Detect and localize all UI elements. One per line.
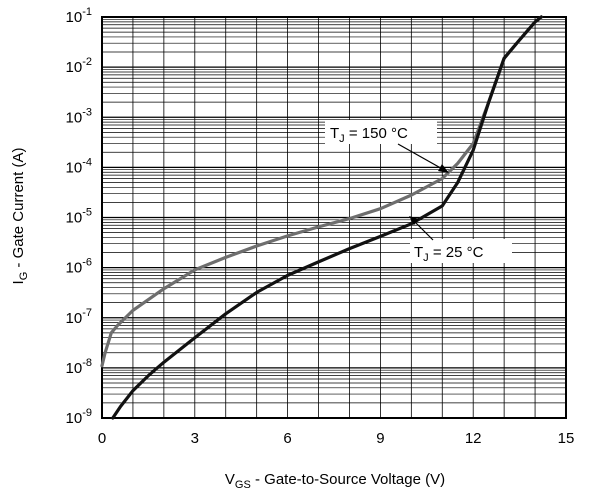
y-tick-label: 10-2 [66, 56, 92, 76]
x-tick-label: 12 [465, 430, 482, 447]
x-axis-label-main: V [225, 471, 235, 488]
annotation-25-main: T [414, 244, 423, 261]
x-tick-label: 6 [283, 430, 291, 447]
y-tick-label: 10-4 [66, 156, 92, 176]
curves [100, 15, 543, 420]
x-tick-label: 9 [376, 430, 384, 447]
y-axis-label-sub: G [18, 272, 30, 281]
plot-frame [101, 16, 567, 419]
x-tick-labels: 0 3 6 9 12 15 [98, 430, 575, 447]
annotation-25-label: TJ = 25 °C [414, 244, 484, 264]
annotation-25-sub: J [423, 252, 429, 264]
y-tick-label: 10-9 [66, 407, 92, 427]
y-tick-labels: 10-9 10-8 10-7 10-6 10-5 10-4 10-3 10-2 10-1 [66, 6, 92, 427]
annotation-150-rest: = 150 °C [345, 125, 408, 142]
grid [102, 17, 566, 418]
series-line-25c [111, 15, 543, 420]
y-tick-label: 10-6 [66, 257, 92, 277]
y-tick-label: 10-8 [66, 357, 92, 377]
annotation-150-arrowhead [438, 164, 449, 173]
y-axis-label-main: I [10, 280, 27, 284]
annotation-150-sub: J [339, 133, 345, 145]
x-axis-label: VGS - Gate-to-Source Voltage (V) [225, 471, 445, 491]
y-tick-label: 10-5 [66, 207, 92, 227]
annotation-25-rest: = 25 °C [429, 244, 484, 261]
y-tick-label: 10-7 [66, 307, 92, 327]
y-tick-label: 10-3 [66, 106, 92, 126]
y-axis-label-rest: - Gate Current (A) [10, 148, 27, 272]
x-tick-label: 3 [191, 430, 199, 447]
x-tick-label: 15 [558, 430, 575, 447]
y-tick-label: 10-1 [66, 6, 92, 26]
annotation-25-arrowhead [409, 216, 419, 225]
x-axis-label-rest: - Gate-to-Source Voltage (V) [251, 471, 445, 488]
annotation-150-box [325, 120, 437, 144]
annotation-150-main: T [330, 125, 339, 142]
annotation-150-label: TJ = 150 °C [330, 125, 408, 145]
x-axis-label-sub: GS [235, 479, 251, 491]
x-tick-label: 0 [98, 430, 106, 447]
annotation-150-arrow [397, 143, 447, 172]
y-axis-label: IG - Gate Current (A) [10, 148, 30, 285]
annotation-25-box [410, 239, 512, 263]
